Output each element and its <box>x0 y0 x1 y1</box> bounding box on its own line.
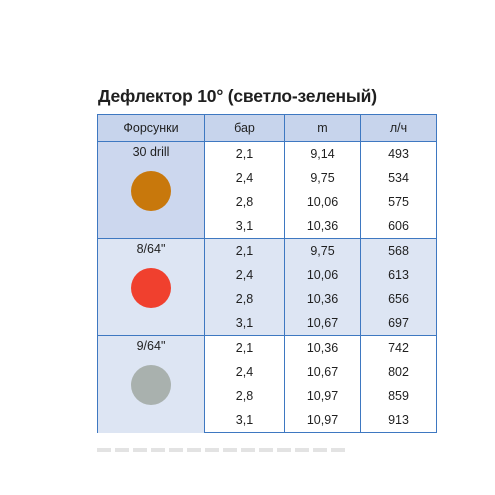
flow-cell: 697 <box>360 311 437 336</box>
nozzle-cell: 30 drill <box>97 141 205 239</box>
nozzle-group: 30 drill 2,1 9,14 493 2,4 9,75 534 2,8 1… <box>97 141 437 239</box>
header-flow: л/ч <box>360 114 437 142</box>
nozzle-name: 9/64" <box>136 339 166 353</box>
flow-cell: 575 <box>360 190 437 214</box>
nozzle-color-swatch <box>131 268 171 308</box>
header-nozzles: Форсунки <box>97 114 205 142</box>
nozzle-performance-table: Форсунки бар m л/ч 30 drill 2,1 9,14 493… <box>97 114 437 433</box>
radius-cell: 10,67 <box>284 311 361 336</box>
table-row: 3,1 10,36 606 <box>98 214 437 239</box>
radius-cell: 10,67 <box>284 360 361 384</box>
table-row: 2,4 10,06 613 <box>98 263 437 287</box>
flow-cell: 534 <box>360 166 437 190</box>
pressure-cell: 2,8 <box>204 384 285 408</box>
radius-cell: 9,75 <box>284 238 361 263</box>
table-row: 3,1 10,97 913 <box>98 408 437 433</box>
radius-cell: 9,14 <box>284 141 361 166</box>
header-radius: m <box>284 114 361 142</box>
flow-cell: 742 <box>360 335 437 360</box>
pressure-cell: 2,1 <box>204 141 285 166</box>
header-pressure: бар <box>204 114 285 142</box>
flow-cell: 613 <box>360 263 437 287</box>
pressure-cell: 2,4 <box>204 263 285 287</box>
nozzle-name: 8/64" <box>136 242 166 256</box>
flow-cell: 568 <box>360 238 437 263</box>
table-row: 8/64" 2,1 9,75 568 <box>97 238 437 336</box>
table-row: 9/64" 2,1 10,36 742 <box>97 335 437 433</box>
flow-cell: 802 <box>360 360 437 384</box>
nozzle-cell: 8/64" <box>97 238 205 336</box>
table-row: 3,1 10,67 697 <box>98 311 437 336</box>
table-row: 2,8 10,97 859 <box>98 384 437 408</box>
table-row: 2,4 10,67 802 <box>98 360 437 384</box>
flow-cell: 606 <box>360 214 437 239</box>
nozzle-cell: 9/64" <box>97 335 205 433</box>
table-row: 30 drill 2,1 9,14 493 <box>97 141 437 239</box>
document-title: Дефлектор 10° (светло-зеленый) <box>98 86 377 106</box>
flow-cell: 913 <box>360 408 437 433</box>
cropped-footer-text <box>97 443 437 453</box>
nozzle-color-swatch <box>131 365 171 405</box>
radius-cell: 10,97 <box>284 408 361 433</box>
table-row: 2,8 10,36 656 <box>98 287 437 311</box>
table-row: 2,4 9,75 534 <box>98 166 437 190</box>
radius-cell: 10,36 <box>284 287 361 311</box>
radius-cell: 10,97 <box>284 384 361 408</box>
pressure-cell: 2,4 <box>204 360 285 384</box>
pressure-cell: 2,1 <box>204 335 285 360</box>
pressure-cell: 3,1 <box>204 214 285 239</box>
pressure-cell: 2,1 <box>204 238 285 263</box>
nozzle-color-swatch <box>131 171 171 211</box>
nozzle-name: 30 drill <box>132 145 170 159</box>
flow-cell: 493 <box>360 141 437 166</box>
radius-cell: 10,36 <box>284 335 361 360</box>
nozzle-group: 9/64" 2,1 10,36 742 2,4 10,67 802 2,8 10… <box>97 335 437 433</box>
radius-cell: 10,36 <box>284 214 361 239</box>
pressure-cell: 3,1 <box>204 311 285 336</box>
pressure-cell: 2,8 <box>204 190 285 214</box>
flow-cell: 859 <box>360 384 437 408</box>
radius-cell: 10,06 <box>284 190 361 214</box>
table-row: 2,8 10,06 575 <box>98 190 437 214</box>
flow-cell: 656 <box>360 287 437 311</box>
pressure-cell: 2,4 <box>204 166 285 190</box>
nozzle-group: 8/64" 2,1 9,75 568 2,4 10,06 613 2,8 10,… <box>97 238 437 336</box>
table-header-row: Форсунки бар m л/ч <box>97 114 437 142</box>
pressure-cell: 2,8 <box>204 287 285 311</box>
pressure-cell: 3,1 <box>204 408 285 433</box>
radius-cell: 10,06 <box>284 263 361 287</box>
radius-cell: 9,75 <box>284 166 361 190</box>
